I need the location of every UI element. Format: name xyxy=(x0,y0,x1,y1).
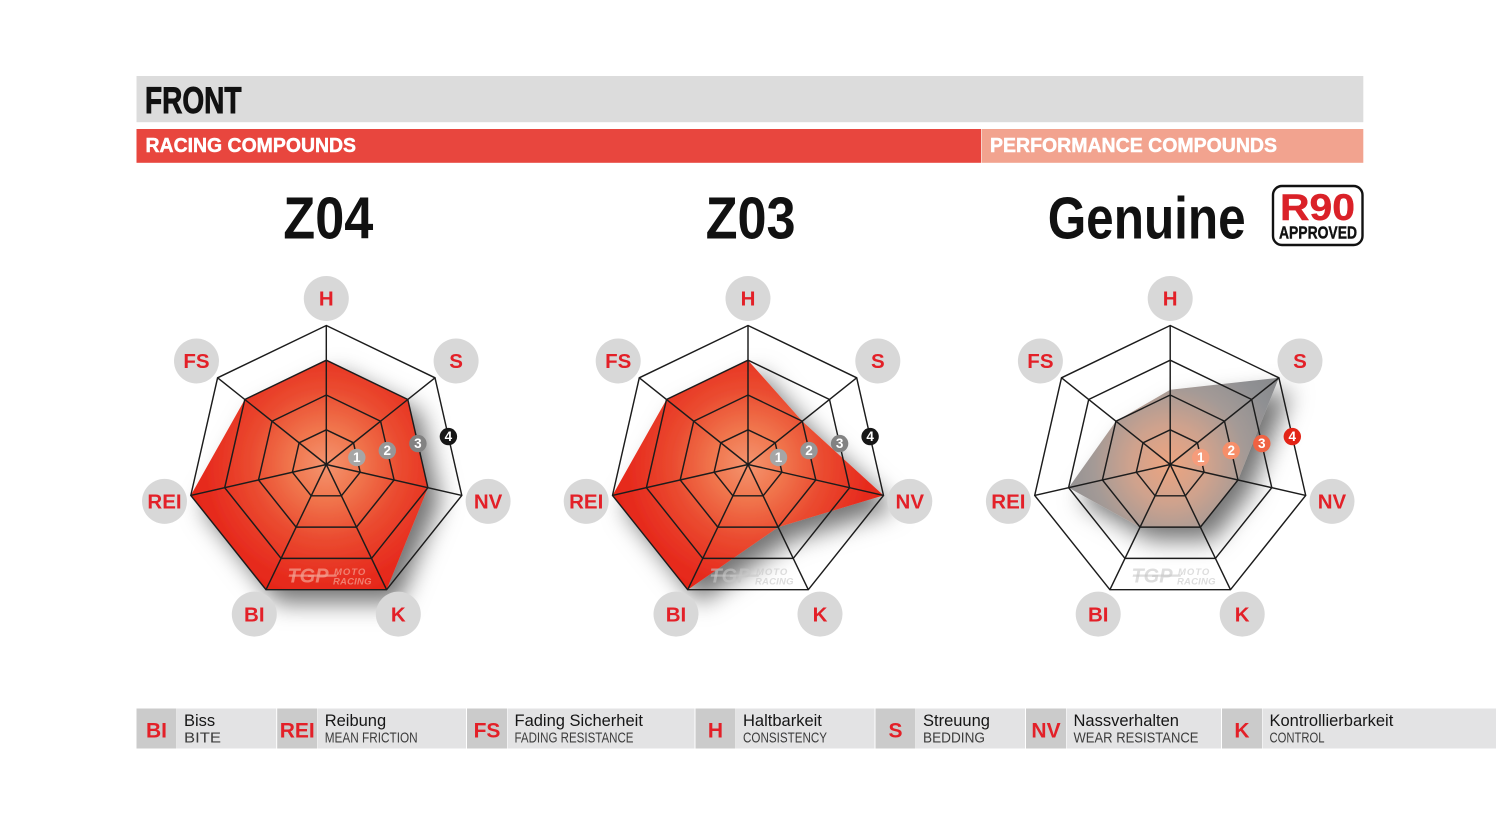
svg-text:2: 2 xyxy=(805,443,813,458)
svg-text:WEAR RESISTANCE: WEAR RESISTANCE xyxy=(1074,730,1199,747)
svg-text:NV: NV xyxy=(1318,491,1347,514)
svg-text:Nassverhalten: Nassverhalten xyxy=(1074,712,1179,730)
svg-text:Genuine: Genuine xyxy=(1048,184,1246,251)
svg-text:Z03: Z03 xyxy=(706,184,796,251)
svg-text:1: 1 xyxy=(1197,450,1205,465)
svg-text:Z04: Z04 xyxy=(283,184,373,251)
svg-text:FRONT: FRONT xyxy=(145,80,242,121)
svg-text:1: 1 xyxy=(775,450,783,465)
svg-text:H: H xyxy=(1163,288,1178,311)
svg-text:S: S xyxy=(888,720,902,743)
svg-text:1: 1 xyxy=(353,450,361,465)
svg-text:2: 2 xyxy=(1227,443,1235,458)
svg-text:3: 3 xyxy=(836,436,844,451)
svg-text:Kontrollierbarkeit: Kontrollierbarkeit xyxy=(1270,712,1394,730)
svg-text:2: 2 xyxy=(384,443,392,458)
svg-text:H: H xyxy=(741,288,756,311)
svg-text:CONSISTENCY: CONSISTENCY xyxy=(743,730,827,747)
svg-text:RACING: RACING xyxy=(755,577,794,588)
svg-text:BI: BI xyxy=(244,603,265,626)
svg-text:Streuung: Streuung xyxy=(923,712,990,730)
svg-text:Fading Sicherheit: Fading Sicherheit xyxy=(515,712,644,730)
svg-text:FS: FS xyxy=(1027,350,1053,373)
svg-text:APPROVED: APPROVED xyxy=(1279,222,1357,242)
svg-text:S: S xyxy=(1293,350,1307,373)
svg-text:MOTO: MOTO xyxy=(756,567,788,578)
svg-text:PERFORMANCE COMPOUNDS: PERFORMANCE COMPOUNDS xyxy=(990,134,1277,157)
svg-text:NV: NV xyxy=(1031,720,1060,743)
svg-text:K: K xyxy=(1234,720,1249,743)
svg-text:REI: REI xyxy=(991,491,1025,514)
svg-text:MOTO: MOTO xyxy=(1178,567,1210,578)
svg-text:FADING RESISTANCE: FADING RESISTANCE xyxy=(515,730,634,747)
svg-text:FS: FS xyxy=(474,720,501,743)
svg-text:REI: REI xyxy=(280,720,315,743)
svg-text:K: K xyxy=(1235,603,1250,626)
svg-text:BI: BI xyxy=(146,720,167,743)
svg-text:4: 4 xyxy=(445,429,453,444)
svg-text:H: H xyxy=(708,720,723,743)
svg-text:3: 3 xyxy=(1258,436,1266,451)
svg-text:K: K xyxy=(391,603,406,626)
svg-text:FS: FS xyxy=(605,350,631,373)
svg-text:REI: REI xyxy=(569,491,603,514)
svg-text:K: K xyxy=(813,603,828,626)
svg-text:RACING COMPOUNDS: RACING COMPOUNDS xyxy=(146,134,357,157)
svg-text:Reibung: Reibung xyxy=(325,712,386,730)
svg-text:BITE: BITE xyxy=(184,730,221,747)
svg-text:NV: NV xyxy=(474,491,503,514)
svg-text:H: H xyxy=(319,288,334,311)
svg-text:BEDDING: BEDDING xyxy=(923,730,985,747)
svg-text:CONTROL: CONTROL xyxy=(1270,730,1325,747)
svg-text:BI: BI xyxy=(1088,603,1109,626)
svg-text:3: 3 xyxy=(414,436,422,451)
svg-text:Biss: Biss xyxy=(184,712,215,730)
svg-text:S: S xyxy=(449,350,463,373)
svg-text:MEAN FRICTION: MEAN FRICTION xyxy=(325,730,418,747)
svg-text:R90: R90 xyxy=(1280,187,1355,228)
svg-text:BI: BI xyxy=(666,603,687,626)
svg-text:4: 4 xyxy=(866,429,874,444)
svg-text:MOTO: MOTO xyxy=(334,567,366,578)
svg-text:FS: FS xyxy=(183,350,209,373)
svg-text:S: S xyxy=(871,350,885,373)
svg-text:NV: NV xyxy=(896,491,925,514)
svg-text:4: 4 xyxy=(1289,429,1297,444)
svg-text:Haltbarkeit: Haltbarkeit xyxy=(743,712,822,730)
svg-text:RACING: RACING xyxy=(1177,577,1216,588)
svg-text:REI: REI xyxy=(147,491,181,514)
svg-text:RACING: RACING xyxy=(333,577,372,588)
